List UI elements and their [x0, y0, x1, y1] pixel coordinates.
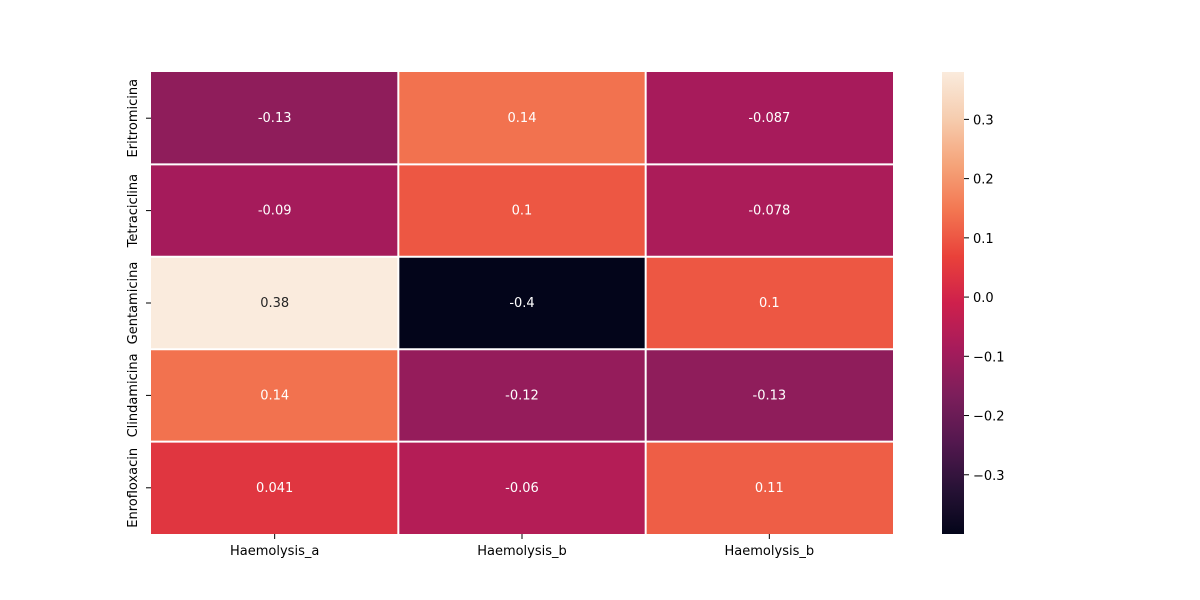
colorbar-tick-label: 0.3 — [973, 113, 994, 128]
colorbar-tick-label: −0.1 — [973, 350, 1005, 365]
heatmap-cell — [151, 256, 399, 350]
y-tick-label: Tetraciclina — [126, 174, 141, 248]
heatmap-cell — [398, 349, 646, 442]
cell-value-label: -0.087 — [748, 111, 790, 126]
cell-value-label: -0.09 — [258, 204, 292, 219]
heatmap-cell — [398, 72, 646, 165]
cell-value-label: -0.4 — [509, 296, 534, 311]
heatmap-cell — [398, 164, 646, 257]
heatmap-cell — [645, 349, 893, 442]
cell-value-labels: -0.13 0.14 -0.087 -0.09 0.1 -0.078 0.38 -0.4 0.1… — [256, 111, 790, 496]
cell-value-label: 0.1 — [759, 296, 780, 311]
cell-value-label: 0.11 — [755, 481, 784, 496]
cell-value-label: -0.13 — [753, 388, 787, 403]
colorbar-tick-label: 0.2 — [973, 173, 994, 188]
colorbar-tick-label: −0.3 — [973, 469, 1005, 484]
colorbar-tick-label: 0.1 — [973, 232, 994, 247]
y-axis: Eritromicina Tetraciclina Gentamicina Clind… — [126, 79, 151, 528]
heatmap-cell — [398, 256, 646, 350]
cell-value-label: 0.14 — [260, 388, 289, 403]
heatmap-cell — [645, 441, 893, 534]
heatmap-cell — [645, 72, 893, 165]
cell-value-label: 0.1 — [512, 204, 533, 219]
heatmap-cell — [645, 256, 893, 350]
cell-value-label: -0.12 — [505, 388, 539, 403]
colorbar-tick-label: −0.2 — [973, 410, 1005, 425]
cell-separators — [151, 72, 893, 534]
y-tick-label: Enrofloxacin — [126, 448, 141, 528]
colorbar-gradient — [942, 72, 964, 534]
cell-value-label: 0.14 — [508, 111, 537, 126]
heatmap-cell — [151, 441, 399, 534]
heatmap-cell — [645, 164, 893, 257]
cell-value-label: -0.13 — [258, 111, 292, 126]
x-axis: Haemolysis_a Haemolysis_b Haemolysis_b — [230, 534, 814, 559]
colorbar-tick-label: 0.0 — [973, 291, 994, 306]
y-tick-label: Eritromicina — [126, 79, 141, 158]
heatmap-cell — [151, 349, 399, 442]
heatmap-cell — [151, 72, 399, 165]
heatmap-cells — [151, 72, 893, 534]
x-tick-label: Haemolysis_a — [230, 544, 319, 559]
heatmap-cell — [398, 441, 646, 534]
cell-value-label: 0.38 — [260, 296, 289, 311]
y-tick-label: Clindamicina — [126, 353, 141, 437]
heatmap-cell — [151, 164, 399, 257]
x-tick-label: Haemolysis_b — [725, 544, 815, 559]
y-tick-label: Gentamicina — [126, 262, 141, 345]
x-tick-label: Haemolysis_b — [477, 544, 567, 559]
cell-value-label: -0.06 — [505, 481, 539, 496]
colorbar: −0.3 −0.2 −0.1 0.0 0.1 0.2 0.3 — [942, 72, 1005, 534]
cell-value-label: -0.078 — [748, 204, 790, 219]
cell-value-label: 0.041 — [256, 481, 293, 496]
